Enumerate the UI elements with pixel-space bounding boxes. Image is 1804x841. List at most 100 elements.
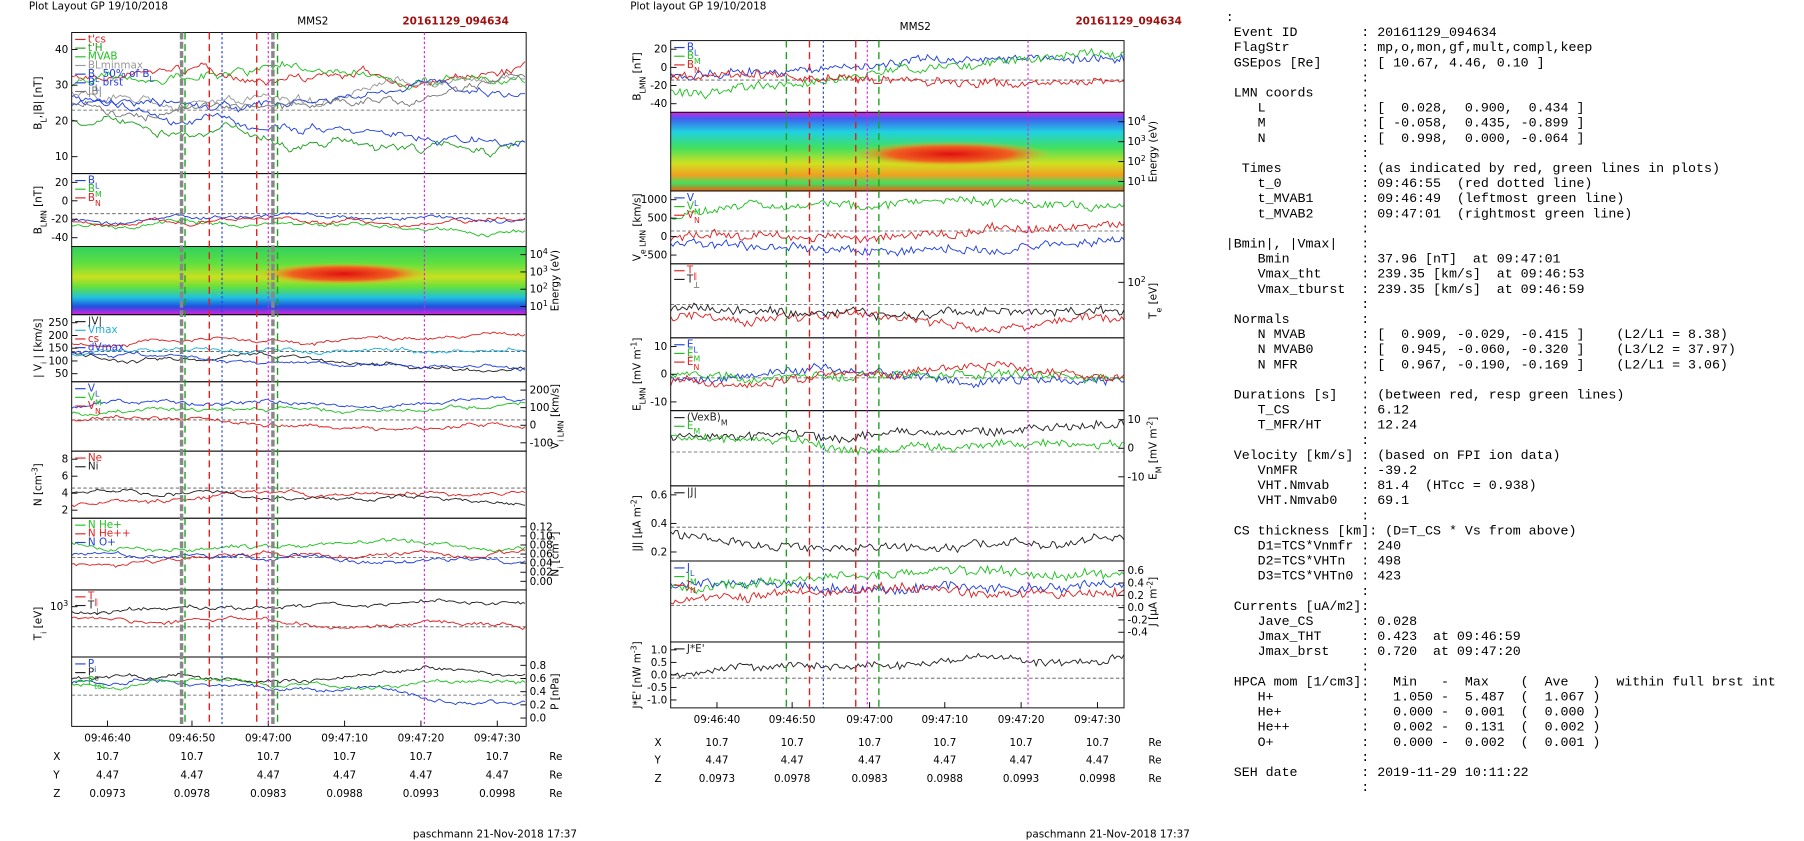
subscript: N <box>95 406 101 415</box>
text-part: ,|B| [nT] <box>33 76 45 118</box>
trace <box>71 61 526 88</box>
position-value: 0.0998 <box>479 788 515 800</box>
trace <box>71 216 526 228</box>
position-value: 10.7 <box>933 737 956 749</box>
trace <box>71 115 526 158</box>
legend-label: T∥ <box>686 265 697 281</box>
text-part: | [km/s] <box>33 319 45 362</box>
y-tick-label: -20 <box>51 214 68 226</box>
y-tick-label: 0.00 <box>530 576 553 588</box>
summary-line: Times : (as indicated by red, green line… <box>1226 161 1720 176</box>
summary-line: FlagStr : mp,o,mon,gf,mult,compl,keep <box>1226 40 1593 55</box>
text-part: BLminmax <box>88 59 143 71</box>
y-tick-label: 0.0 <box>651 669 668 681</box>
y-tick-label: 0 <box>62 195 69 207</box>
y-tick-label: 20 <box>55 115 68 127</box>
position-value: 0.0998 <box>1079 773 1115 785</box>
text-part: B <box>88 68 95 80</box>
trace <box>71 598 526 616</box>
superscript: -2 <box>1145 421 1154 429</box>
subscript: LMN <box>39 210 48 227</box>
legend-label: BL brst <box>88 77 123 93</box>
subscript: ∥ <box>94 597 98 606</box>
superscript: -3 <box>30 467 39 475</box>
y-tick-label: 101 <box>1128 173 1146 187</box>
y-axis-label: Energy (eV) <box>550 250 562 311</box>
summary-line: Currents [uA/m2]: <box>1226 599 1369 614</box>
position-name: X <box>655 737 662 749</box>
subscript: e <box>94 673 99 682</box>
superscript: -1 <box>629 342 638 350</box>
position-value: 10.7 <box>180 751 203 763</box>
summary-line: CS thickness [km]: (D=T_CS * Vs from abo… <box>1226 523 1577 538</box>
legend-label: EN <box>687 356 700 372</box>
x-tick-label: 09:47:30 <box>1074 714 1121 726</box>
subscript: M <box>690 577 697 586</box>
text-part: E <box>687 347 694 359</box>
position-value: 4.47 <box>781 754 804 766</box>
y-axis-label: |J| [μA m-2] <box>629 495 644 551</box>
position-name: Y <box>52 769 60 781</box>
text-part: E <box>687 420 694 432</box>
subscript: ⊥ <box>94 606 101 615</box>
y-tick-label: 30 <box>55 80 68 92</box>
text-part: 10 <box>1128 156 1141 168</box>
legend-label: Pe <box>88 666 99 682</box>
summary-line: He++ : 0.002 - 0.131 ( 0.002 ) <box>1226 720 1601 735</box>
position-name: Z <box>53 788 60 800</box>
legend-label: N O+ <box>88 536 116 548</box>
text-part: Ne <box>88 452 102 464</box>
text-part: 10 <box>1128 136 1141 148</box>
y-tick-label: 1.0 <box>651 644 668 656</box>
text-part: N <box>550 569 562 577</box>
y-tick-label: 0.6 <box>1128 565 1145 577</box>
text-part: J [μA m <box>1147 589 1159 628</box>
position-unit: Re <box>549 769 562 781</box>
y-axis-label: J*E' [nW m-3] <box>629 641 644 709</box>
y-tick-label: 0.04 <box>530 558 554 570</box>
summary-line: VHT.Nmvab : 81.4 (HTcc = 0.938) <box>1226 478 1537 493</box>
position-unit: Re <box>549 751 562 763</box>
position-unit: Re <box>1148 754 1161 766</box>
y-tick-label: 100 <box>48 355 68 367</box>
summary-line: t_MVAB2 : 09:47:01 (rightmost green line… <box>1226 206 1632 221</box>
y-tick-label: 0 <box>661 231 668 243</box>
text-part: V <box>687 200 695 212</box>
legend-label: dVmax <box>88 342 124 354</box>
subscript: ⊥ <box>693 280 700 289</box>
subscript: i <box>39 362 48 364</box>
y-tick-label: 150 <box>48 343 68 355</box>
y-tick-label: -10 <box>650 396 667 408</box>
y-tick-label: 0.4 <box>651 518 668 530</box>
subscript: i LMN <box>556 420 565 442</box>
legend-label: T⊥ <box>87 599 101 615</box>
text-part: dVmax <box>88 342 124 354</box>
text-part: 10 <box>530 284 543 296</box>
text-part: B <box>88 183 95 195</box>
position-value: 4.47 <box>1086 754 1109 766</box>
trace <box>71 60 526 90</box>
legend-label: J*E' <box>686 643 705 655</box>
trace <box>670 530 1125 554</box>
x-tick-label: 09:47:30 <box>474 732 521 744</box>
panel-frame <box>71 656 527 727</box>
panel-frame <box>670 263 1125 339</box>
subscript: N <box>693 362 699 371</box>
text-part: N He+ <box>88 519 122 531</box>
y-tick-label: 1000 <box>641 194 667 206</box>
legend-label: EL <box>687 339 699 355</box>
trace <box>670 581 1125 605</box>
subscript: L <box>694 48 699 57</box>
y-tick-label: -0.2 <box>1128 614 1148 626</box>
position-name: Y <box>654 754 662 766</box>
text-part: B <box>88 77 95 89</box>
panel-frame <box>71 381 527 452</box>
y-axis-label: N [cm-3] <box>30 463 45 506</box>
summary-line: VHT.Nmvab0 : 69.1 <box>1226 493 1409 508</box>
summary-line: D3=TCS*VHTn0 : 423 <box>1226 569 1401 584</box>
summary-line: : <box>1226 221 1369 236</box>
text-part: J <box>686 571 690 583</box>
text-part: N [cm <box>33 475 45 506</box>
y-tick-label: 0.4 <box>530 686 547 698</box>
subscript: i <box>556 567 565 569</box>
